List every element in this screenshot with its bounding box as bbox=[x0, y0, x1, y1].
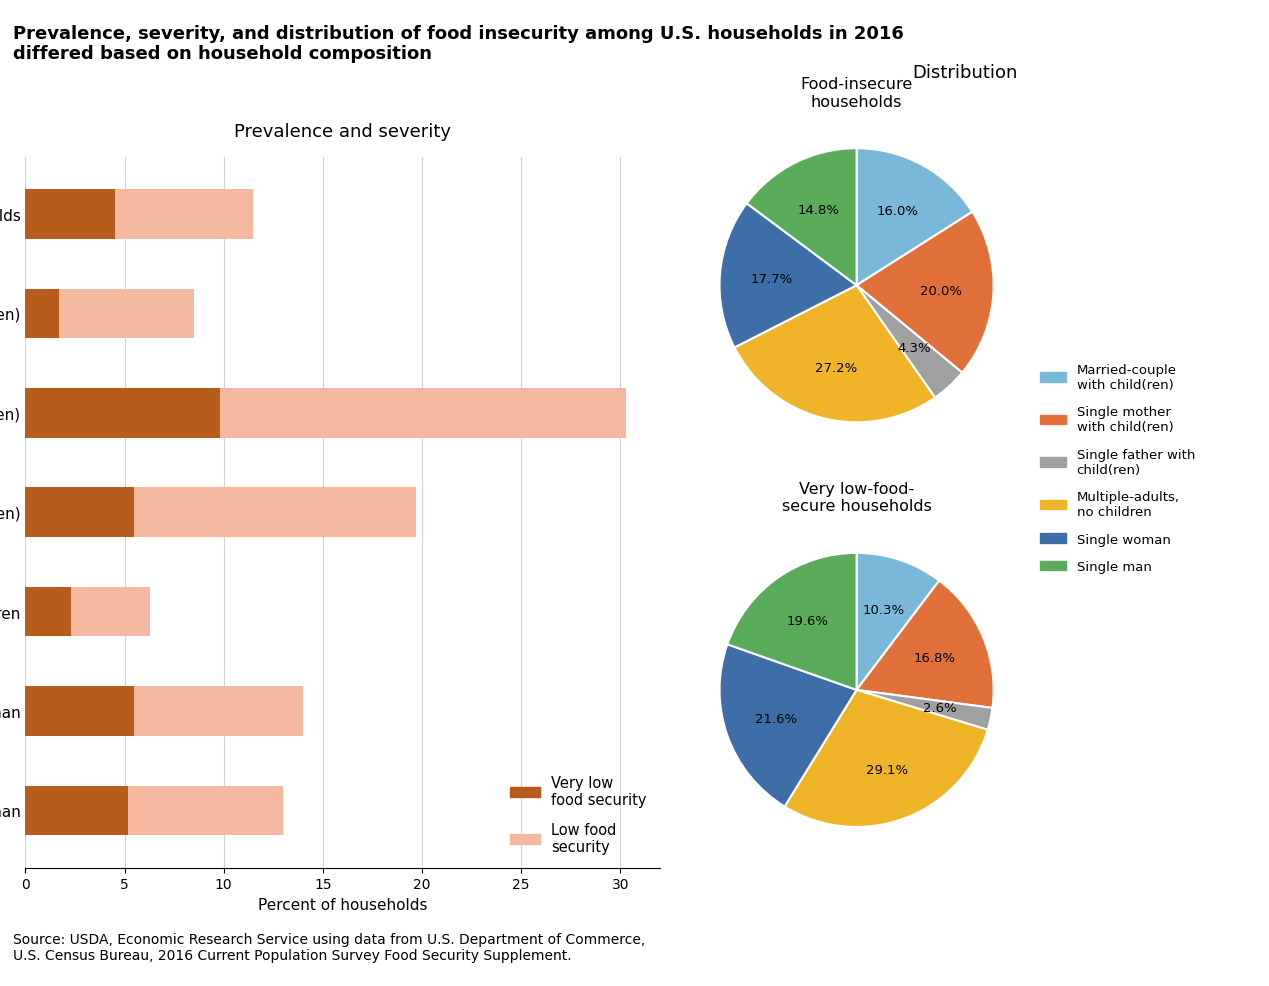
Text: 19.6%: 19.6% bbox=[787, 614, 829, 627]
Wedge shape bbox=[857, 213, 994, 374]
Bar bbox=[71, 588, 150, 637]
Title: Prevalence and severity: Prevalence and severity bbox=[233, 123, 452, 141]
Bar bbox=[25, 686, 135, 737]
Wedge shape bbox=[720, 204, 857, 348]
Wedge shape bbox=[857, 149, 972, 286]
Bar bbox=[135, 488, 416, 537]
Bar bbox=[128, 786, 283, 835]
Wedge shape bbox=[857, 286, 962, 398]
X-axis label: Percent of households: Percent of households bbox=[258, 897, 428, 912]
Wedge shape bbox=[784, 690, 987, 827]
Wedge shape bbox=[735, 286, 935, 423]
Title: Food-insecure
households: Food-insecure households bbox=[801, 77, 912, 109]
Text: 29.1%: 29.1% bbox=[865, 763, 907, 776]
Bar bbox=[135, 686, 303, 737]
Title: Very low-food-
secure households: Very low-food- secure households bbox=[782, 481, 931, 514]
Text: 4.3%: 4.3% bbox=[897, 342, 931, 355]
Text: 27.2%: 27.2% bbox=[815, 362, 857, 375]
Text: Prevalence, severity, and distribution of food insecurity among U.S. households : Prevalence, severity, and distribution o… bbox=[13, 25, 904, 63]
Wedge shape bbox=[720, 645, 857, 807]
Text: 16.0%: 16.0% bbox=[877, 205, 919, 218]
Wedge shape bbox=[746, 149, 857, 286]
Text: 17.7%: 17.7% bbox=[751, 272, 793, 285]
Bar bbox=[25, 786, 128, 835]
Bar bbox=[25, 190, 114, 240]
Text: 2.6%: 2.6% bbox=[923, 702, 957, 715]
Bar bbox=[25, 388, 220, 438]
Bar bbox=[25, 488, 135, 537]
Wedge shape bbox=[727, 553, 857, 690]
Text: 10.3%: 10.3% bbox=[863, 603, 905, 616]
Bar bbox=[220, 388, 626, 438]
Bar bbox=[25, 289, 60, 339]
Wedge shape bbox=[857, 553, 939, 690]
Bar bbox=[114, 190, 254, 240]
Text: 14.8%: 14.8% bbox=[797, 203, 840, 217]
Text: Distribution: Distribution bbox=[911, 64, 1018, 82]
Bar bbox=[25, 588, 71, 637]
Wedge shape bbox=[857, 581, 994, 708]
Bar bbox=[60, 289, 194, 339]
Wedge shape bbox=[857, 690, 992, 730]
Text: 16.8%: 16.8% bbox=[914, 651, 956, 664]
Text: 21.6%: 21.6% bbox=[755, 712, 797, 725]
Legend: Married-couple
with child(ren), Single mother
with child(ren), Single father wit: Married-couple with child(ren), Single m… bbox=[1034, 358, 1200, 579]
Text: Source: USDA, Economic Research Service using data from U.S. Department of Comme: Source: USDA, Economic Research Service … bbox=[13, 932, 645, 962]
Legend: Very low
food security, Low food
security: Very low food security, Low food securit… bbox=[505, 769, 652, 861]
Text: 20.0%: 20.0% bbox=[920, 285, 962, 298]
